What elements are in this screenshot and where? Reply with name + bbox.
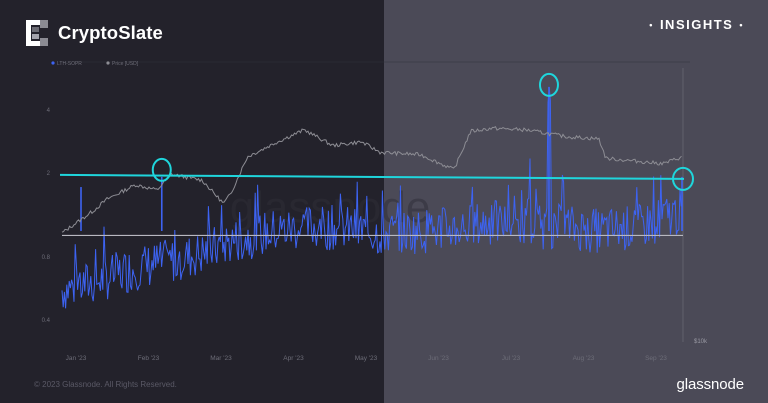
background-left [0,0,384,403]
copyright: © 2023 Glassnode. All Rights Reserved. [34,380,177,389]
x-tick-label: Jun '23 [428,355,449,362]
y-tick-label: 0.8 [42,255,51,261]
brand: CryptoSlate [26,20,163,46]
brand-name: CryptoSlate [58,22,163,43]
highlight-circle-feb [151,157,172,182]
x-tick-label: Jul '23 [502,355,521,362]
chart-legend: LTH-SOPR Price [USD] [51,61,139,67]
x-tick-label: Apr '23 [283,355,304,362]
y-axis-ticks: 4 2 0.8 0.4 $10k [42,108,708,345]
y-right-tick-label: $10k [694,339,708,345]
x-tick-label: Aug '23 [573,355,595,362]
sopr-line [61,87,682,309]
x-tick-label: Feb '23 [138,355,160,362]
x-axis-ticks: Jan '23 Feb '23 Mar '23 Apr '23 May '23 Jun '… [66,355,668,362]
highlight-circle-sep [672,166,694,191]
y-tick-label: 2 [47,171,51,177]
dot-icon: • [739,19,744,30]
sopr-series [61,86,683,309]
legend-label-price: Price [USD] [112,61,139,67]
x-tick-label: Mar '23 [210,355,232,362]
background-right [384,0,768,403]
highlight-circle-jul [538,72,559,97]
cryptoslate-logo-icon [26,20,48,46]
x-tick-label: Jan '23 [66,355,87,362]
legend-swatch-price [106,61,110,65]
glassnode-logo: glassnode [676,376,745,393]
highlight-line [59,173,685,180]
y-tick-label: 0.4 [42,318,51,324]
annotations [59,72,694,237]
insights-label: INSIGHTS [659,17,734,32]
legend-label-sopr: LTH-SOPR [57,61,82,67]
x-tick-label: Sep '23 [645,355,667,362]
y-tick-label: 4 [47,108,51,114]
insights-badge: • INSIGHTS • [643,17,750,32]
legend-swatch-sopr [51,61,55,65]
x-tick-label: May '23 [355,355,378,362]
dot-icon: • [649,19,654,30]
watermark-text: glassnode [230,183,431,232]
